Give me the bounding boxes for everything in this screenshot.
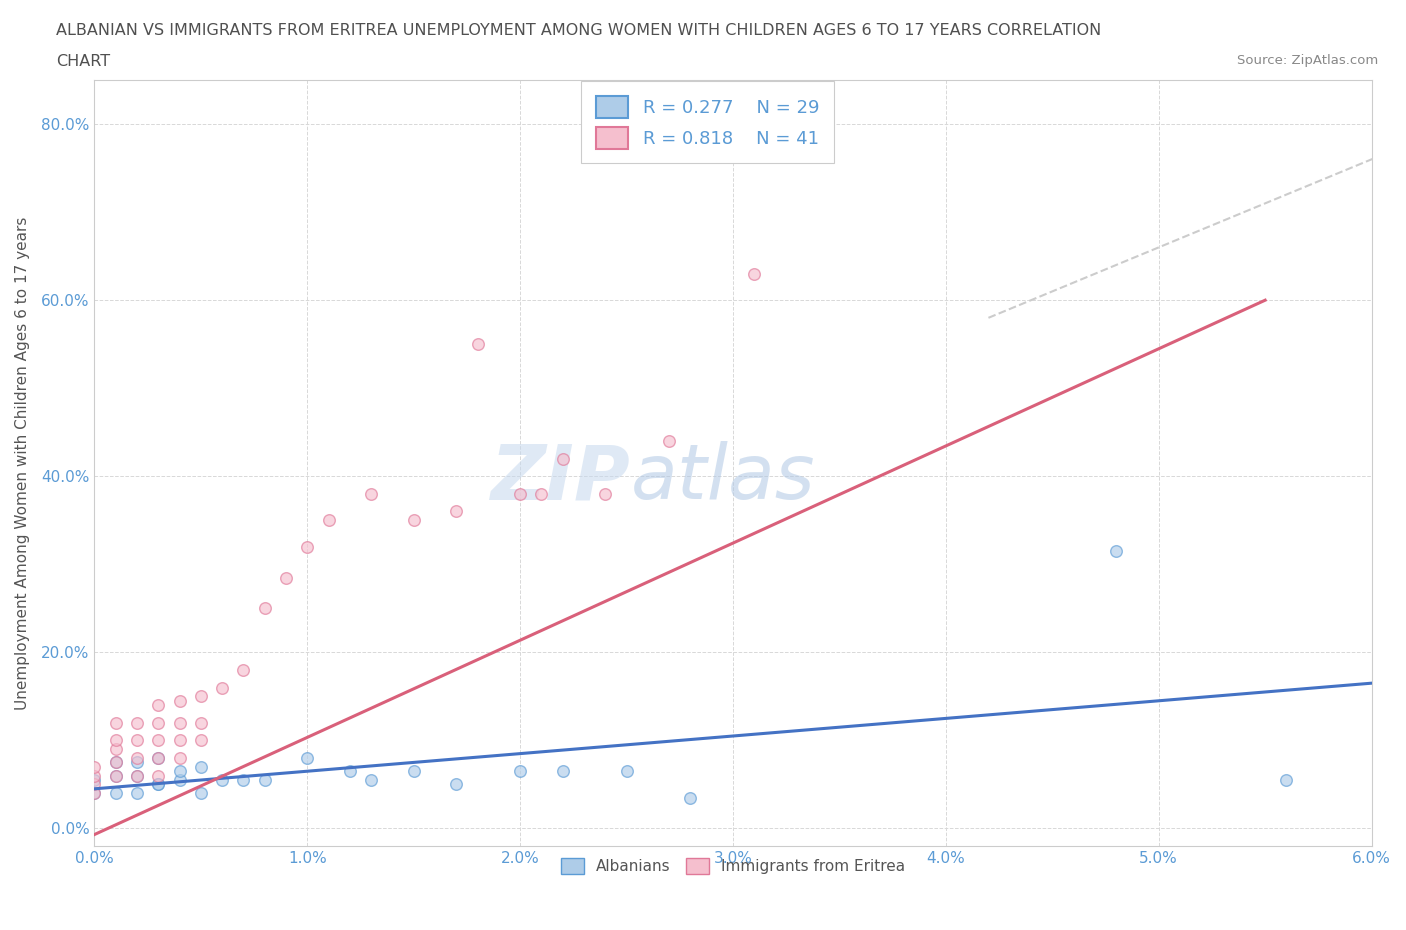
Point — [402, 764, 425, 778]
Point — [125, 715, 148, 730]
Point — [148, 715, 170, 730]
Point — [125, 755, 148, 770]
Point — [253, 773, 276, 788]
Point — [360, 486, 382, 501]
Point — [339, 764, 361, 778]
Legend: Albanians, Immigrants from Eritrea: Albanians, Immigrants from Eritrea — [555, 852, 911, 881]
Point — [83, 773, 105, 788]
Point — [232, 662, 254, 677]
Point — [402, 512, 425, 527]
Point — [169, 764, 191, 778]
Point — [125, 768, 148, 783]
Point — [190, 760, 212, 775]
Point — [83, 786, 105, 801]
Point — [83, 768, 105, 783]
Point — [169, 751, 191, 765]
Point — [125, 786, 148, 801]
Point — [232, 773, 254, 788]
Point — [679, 790, 702, 805]
Point — [530, 486, 553, 501]
Point — [467, 337, 489, 352]
Point — [104, 768, 127, 783]
Text: atlas: atlas — [631, 442, 815, 515]
Point — [446, 504, 468, 519]
Text: Source: ZipAtlas.com: Source: ZipAtlas.com — [1237, 54, 1378, 67]
Point — [318, 512, 340, 527]
Point — [742, 266, 765, 281]
Point — [1275, 773, 1298, 788]
Point — [595, 486, 617, 501]
Point — [658, 433, 681, 448]
Point — [148, 698, 170, 712]
Point — [190, 715, 212, 730]
Point — [253, 601, 276, 616]
Point — [148, 751, 170, 765]
Point — [297, 751, 319, 765]
Point — [104, 768, 127, 783]
Point — [104, 755, 127, 770]
Point — [551, 764, 574, 778]
Point — [104, 755, 127, 770]
Point — [83, 786, 105, 801]
Text: CHART: CHART — [56, 54, 110, 69]
Point — [616, 764, 638, 778]
Point — [169, 715, 191, 730]
Point — [360, 773, 382, 788]
Y-axis label: Unemployment Among Women with Children Ages 6 to 17 years: Unemployment Among Women with Children A… — [15, 217, 30, 710]
Point — [211, 773, 233, 788]
Point — [190, 786, 212, 801]
Point — [211, 680, 233, 695]
Text: ALBANIAN VS IMMIGRANTS FROM ERITREA UNEMPLOYMENT AMONG WOMEN WITH CHILDREN AGES : ALBANIAN VS IMMIGRANTS FROM ERITREA UNEM… — [56, 23, 1101, 38]
Point — [148, 768, 170, 783]
Point — [83, 760, 105, 775]
Point — [104, 715, 127, 730]
Point — [104, 742, 127, 757]
Point — [169, 733, 191, 748]
Point — [509, 486, 531, 501]
Point — [551, 451, 574, 466]
Point — [169, 694, 191, 709]
Point — [83, 777, 105, 791]
Point — [297, 539, 319, 554]
Point — [104, 733, 127, 748]
Point — [148, 751, 170, 765]
Point — [169, 773, 191, 788]
Point — [148, 733, 170, 748]
Point — [509, 764, 531, 778]
Point — [190, 733, 212, 748]
Point — [190, 689, 212, 704]
Point — [125, 733, 148, 748]
Point — [148, 777, 170, 791]
Point — [1105, 544, 1128, 559]
Point — [148, 777, 170, 791]
Point — [446, 777, 468, 791]
Point — [274, 570, 297, 585]
Text: ZIP: ZIP — [491, 442, 631, 515]
Point — [125, 768, 148, 783]
Point — [104, 786, 127, 801]
Point — [125, 751, 148, 765]
